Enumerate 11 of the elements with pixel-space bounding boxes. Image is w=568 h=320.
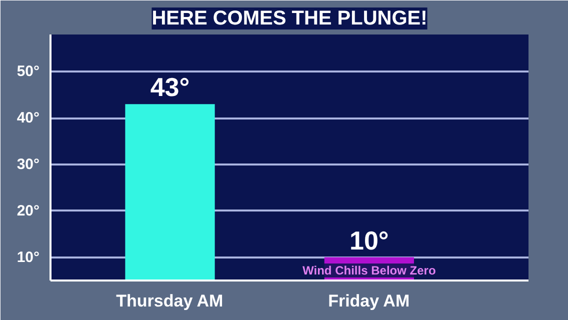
annotation: Wind Chills Below Zero — [302, 264, 436, 278]
data-label: 43° — [150, 72, 190, 102]
data-label: 10° — [350, 225, 389, 256]
y-tick-label: 30° — [16, 156, 40, 173]
x-tick-label: Thursday AM — [116, 292, 224, 310]
y-tick-label: 40° — [16, 110, 40, 127]
y-tick-label: 10° — [16, 248, 40, 266]
x-tick-label: Friday AM — [328, 292, 410, 310]
y-tick-label: 20° — [16, 202, 40, 220]
chart-title: HERE COMES THE PLUNGE! — [152, 8, 428, 30]
y-tick-label: 50° — [16, 63, 40, 80]
